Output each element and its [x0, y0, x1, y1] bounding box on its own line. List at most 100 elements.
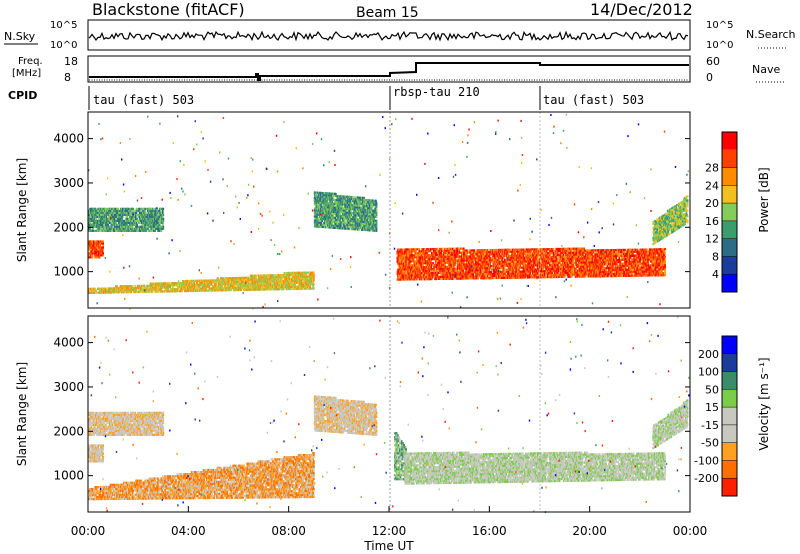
heatmap-cell	[205, 289, 207, 292]
heatmap-cell	[142, 290, 145, 293]
heatmap-cell	[341, 205, 343, 208]
heatmap-cell	[192, 283, 195, 286]
heatmap-cell	[181, 290, 183, 293]
heatmap-cell	[130, 287, 133, 290]
heatmap-cell	[333, 204, 336, 207]
heatmap-cell	[138, 284, 141, 287]
heatmap-cell	[93, 240, 95, 243]
heatmap-cell	[261, 274, 263, 277]
heatmap-cell	[320, 197, 322, 200]
heatmap-cell	[162, 211, 164, 214]
heatmap-cell	[326, 200, 328, 203]
heatmap-cell	[94, 244, 96, 247]
heatmap-cell	[104, 291, 107, 294]
heatmap-cell	[419, 252, 422, 255]
heatmap-cell	[90, 242, 93, 245]
heatmap-cell	[106, 291, 108, 294]
heatmap-cell	[307, 283, 310, 286]
heatmap-cell	[129, 213, 131, 216]
heatmap-cell	[222, 277, 225, 280]
heatmap-cell	[299, 271, 301, 274]
heatmap-cell	[159, 282, 162, 285]
heatmap-cell	[96, 242, 99, 245]
heatmap-cell	[305, 287, 308, 290]
heatmap-cell	[121, 291, 123, 294]
heatmap-cell	[375, 219, 378, 222]
heatmap-cell	[255, 276, 257, 279]
heatmap-cell	[136, 217, 138, 220]
heatmap-cell	[162, 223, 164, 226]
noise-tick-bottom-left: 10^0	[50, 40, 77, 51]
heatmap-cell	[248, 280, 251, 283]
heatmap-cell	[165, 288, 167, 291]
heatmap-cell	[145, 211, 147, 214]
heatmap-cell	[96, 225, 98, 228]
heatmap-cell	[201, 283, 204, 286]
heatmap-cell	[274, 274, 277, 277]
heatmap-cell	[279, 282, 282, 285]
heatmap-cell	[256, 284, 259, 287]
heatmap-cell	[190, 281, 193, 284]
heatmap-cell	[418, 268, 421, 271]
heatmap-cell	[185, 285, 188, 289]
heatmap-cell	[161, 284, 163, 287]
heatmap-cell	[305, 271, 307, 274]
heatmap-cell	[303, 277, 306, 280]
heatmap-cell	[173, 288, 176, 291]
heatmap-cell	[289, 279, 292, 283]
heatmap-cell	[175, 282, 177, 285]
heatmap-cell	[244, 286, 246, 289]
heatmap-cell	[200, 287, 203, 290]
heatmap-cell	[375, 209, 378, 212]
date-title: 14/Dec/2012	[590, 0, 693, 19]
heatmap-cell	[154, 229, 157, 232]
heatmap-cell	[345, 227, 347, 230]
heatmap-cell	[116, 291, 118, 294]
heatmap-cell	[242, 286, 245, 289]
heatmap-cell	[255, 274, 257, 277]
heatmap-cell	[166, 286, 168, 289]
heatmap-cell	[430, 260, 432, 263]
freq-label-line1: Freq.	[18, 56, 43, 67]
heatmap-cell	[267, 278, 269, 281]
heatmap-cell	[177, 288, 179, 291]
heatmap-cell	[94, 207, 97, 210]
heatmap-cell	[99, 244, 101, 247]
heatmap-cell	[330, 220, 332, 223]
heatmap-cell	[98, 256, 101, 259]
heatmap-cell	[93, 248, 96, 251]
heatmap-cell	[286, 281, 288, 285]
freq-panel: Freq. [MHz] 18 8 60 0 Nave	[12, 55, 786, 84]
heatmap-cell	[347, 219, 349, 222]
heatmap-cell	[417, 276, 419, 279]
heatmap-cell	[95, 289, 98, 292]
heatmap-cell	[175, 290, 177, 293]
heatmap-cell	[309, 285, 311, 288]
heatmap-cell	[141, 225, 143, 228]
heatmap-cell	[404, 270, 407, 273]
heatmap-cell	[400, 262, 403, 265]
heatmap-cell	[90, 246, 93, 249]
heatmap-cell	[100, 289, 103, 292]
heatmap-cell	[125, 289, 128, 292]
heatmap-cell	[144, 219, 146, 222]
heatmap-cell	[431, 270, 433, 273]
heatmap-cell	[360, 200, 362, 203]
heatmap-cell	[453, 273, 455, 276]
heatmap-cell	[147, 227, 150, 230]
heatmap-cell	[372, 199, 374, 202]
heatmap-cell	[224, 285, 227, 288]
station-title: Blackstone (fitACF)	[92, 0, 245, 19]
heatmap-cell	[88, 219, 91, 222]
heatmap-cell	[101, 219, 103, 222]
heatmap-cell	[360, 224, 363, 227]
heatmap-cell	[277, 278, 279, 281]
nave-tick-top: 60	[706, 55, 720, 68]
heatmap-cell	[94, 213, 96, 216]
heatmap-cell	[182, 280, 185, 283]
heatmap-cell	[127, 285, 130, 288]
heatmap-cell	[343, 207, 345, 210]
heatmap-cell	[89, 252, 91, 255]
heatmap-cell	[256, 280, 258, 283]
heatmap-cell	[91, 250, 93, 253]
